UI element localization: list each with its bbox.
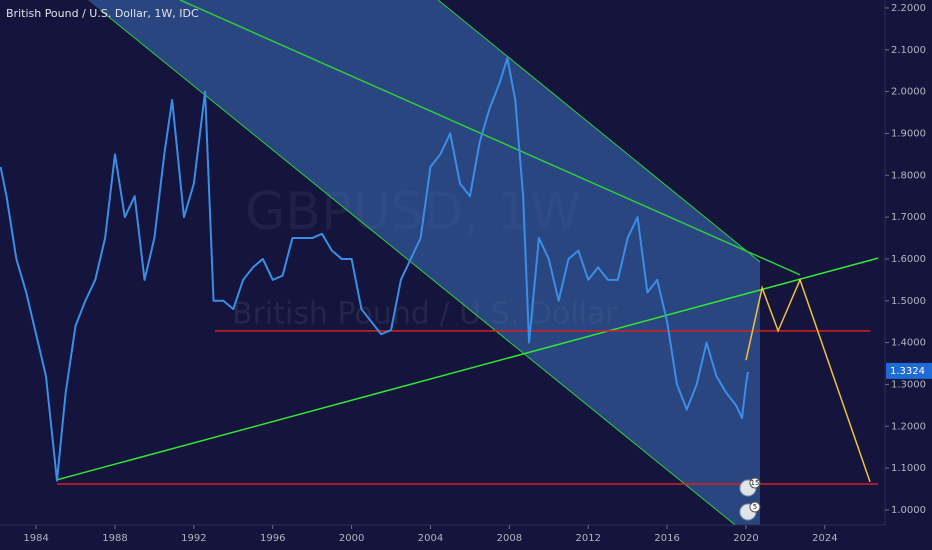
x-tick-label: 2020 xyxy=(733,533,758,544)
y-tick-label: 1.0000 xyxy=(891,505,926,516)
x-tick-label: 1984 xyxy=(23,533,48,544)
channel-edge xyxy=(99,9,737,525)
event-badge xyxy=(749,501,761,513)
y-tick-label: 1.6000 xyxy=(891,254,926,265)
trend-line xyxy=(179,0,801,276)
x-tick-label: 2000 xyxy=(339,533,364,544)
y-tick-label: 2.2000 xyxy=(891,3,926,14)
x-tick-label: 1992 xyxy=(181,533,206,544)
x-tick-label: 1996 xyxy=(260,533,285,544)
price-line xyxy=(0,57,749,482)
chart-title: British Pound / U.S. Dollar, 1W, IDC xyxy=(6,7,199,20)
channel-edge xyxy=(437,0,761,263)
x-tick-label: 1988 xyxy=(102,533,127,544)
trend-line xyxy=(56,257,879,481)
y-tick-label: 1.8000 xyxy=(891,170,926,181)
x-tick-label: 2008 xyxy=(497,533,522,544)
y-tick-label: 1.3000 xyxy=(891,379,926,390)
x-tick-label: 2024 xyxy=(812,533,837,544)
y-tick-label: 1.1000 xyxy=(891,463,926,474)
event-badge xyxy=(749,477,761,489)
x-tick-label: 2016 xyxy=(654,533,679,544)
last-price-box xyxy=(886,362,932,379)
y-tick-label: 1.2000 xyxy=(891,421,926,432)
x-tick-label: 2004 xyxy=(418,533,443,544)
event-count: 5 xyxy=(753,503,757,511)
channel-fill xyxy=(87,0,760,525)
y-tick-label: 2.1000 xyxy=(891,45,926,56)
last-price-label: 1.3324 xyxy=(890,366,925,377)
y-tick-label: 2.0000 xyxy=(891,87,926,98)
y-tick-label: 1.4000 xyxy=(891,338,926,349)
y-tick-label: 1.9000 xyxy=(891,128,926,139)
event-count: 15 xyxy=(750,479,759,487)
y-tick-label: 1.5000 xyxy=(891,296,926,307)
y-tick-label: 1.7000 xyxy=(891,212,926,223)
x-tick-label: 2012 xyxy=(575,533,600,544)
trend-line xyxy=(745,277,871,483)
